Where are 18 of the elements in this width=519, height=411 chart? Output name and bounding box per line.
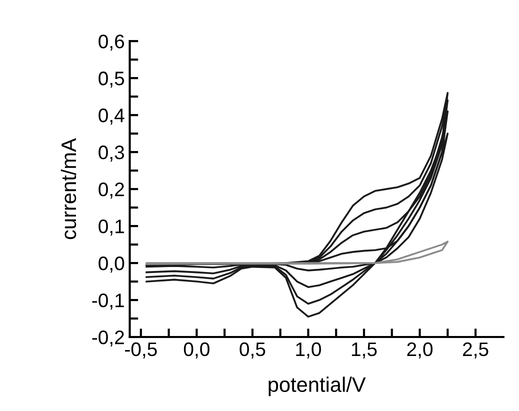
x-tick-label: 1,0: [296, 342, 321, 358]
x-tick-label: 1,5: [352, 342, 377, 358]
y-tick-label: 0,4: [98, 108, 124, 125]
y-tick-label: 0,0: [98, 256, 124, 273]
x-tick-label: 0,0: [184, 342, 210, 358]
x-tick-label: 2,5: [463, 342, 488, 358]
x-tick-label: 2,0: [407, 342, 433, 358]
y-axis-title: current/mA: [60, 138, 76, 240]
x-tick-label: 0,5: [240, 342, 266, 358]
y-tick-label: -0,2: [92, 330, 124, 347]
y-tick-label: 0,5: [98, 72, 124, 88]
y-tick-label: 0,1: [98, 220, 124, 236]
x-axis-title: potential/V: [268, 376, 366, 396]
y-tick-label: 0,2: [98, 182, 124, 199]
x-tick-label: -0,5: [125, 342, 157, 358]
y-tick-label: 0,3: [98, 146, 124, 162]
y-tick-label: -0,1: [92, 294, 124, 310]
y-tick-label: 0,6: [98, 34, 124, 51]
